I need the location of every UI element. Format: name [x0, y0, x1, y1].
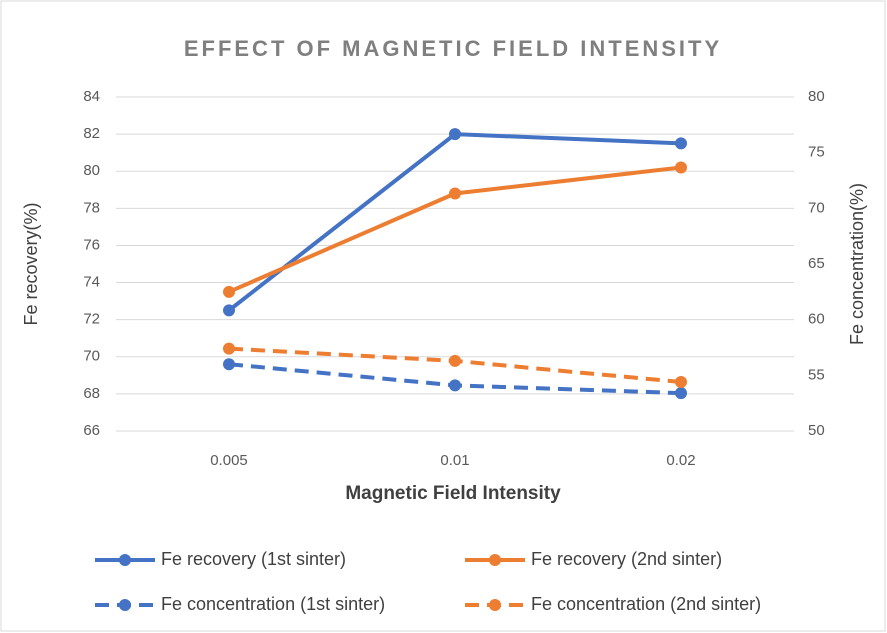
y2-tick-label: 65 — [808, 255, 825, 272]
series-marker — [675, 161, 687, 174]
series-marker — [223, 304, 235, 317]
x-axis-title: Magnetic Field Intensity — [345, 483, 561, 504]
series-marker — [449, 187, 461, 200]
y-tick-label: 82 — [83, 125, 100, 142]
series-marker — [223, 358, 235, 371]
x-tick-label: 0.005 — [210, 452, 248, 469]
y2-tick-label: 55 — [808, 366, 825, 383]
y2-tick-label: 50 — [808, 422, 825, 439]
x-tick-label: 0.02 — [666, 452, 695, 469]
y-axis-title: Fe recovery(%) — [21, 202, 41, 325]
y-tick-label: 80 — [83, 162, 100, 179]
y-tick-label: 70 — [83, 348, 100, 365]
y-tick-label: 78 — [83, 199, 100, 216]
y2-tick-label: 60 — [808, 311, 825, 328]
legend-label: Fe recovery (2nd sinter) — [531, 549, 722, 569]
legend-label: Fe concentration (2nd sinter) — [531, 594, 761, 614]
y-tick-label: 66 — [83, 422, 100, 439]
chart-title: EFFECT OF MAGNETIC FIELD INTENSITY — [184, 36, 722, 61]
series-marker — [223, 285, 235, 298]
y-tick-label: 74 — [83, 274, 100, 291]
y2-tick-label: 70 — [808, 199, 825, 216]
x-tick-label: 0.01 — [440, 452, 469, 469]
legend-label: Fe concentration (1st sinter) — [161, 594, 385, 614]
y-tick-label: 76 — [83, 236, 100, 253]
y2-tick-label: 80 — [808, 88, 825, 105]
legend-marker — [119, 599, 131, 611]
y-tick-label: 68 — [83, 385, 100, 402]
series-marker — [449, 354, 461, 367]
series-marker — [223, 342, 235, 355]
series-marker — [449, 128, 461, 141]
series-marker — [675, 376, 687, 389]
y-tick-label: 72 — [83, 311, 100, 328]
legend-marker — [489, 554, 501, 566]
series-marker — [675, 387, 687, 400]
legend-label: Fe recovery (1st sinter) — [161, 549, 346, 569]
series-marker — [675, 137, 687, 150]
y2-axis-title: Fe concentration(%) — [847, 183, 867, 345]
legend-marker — [119, 554, 131, 566]
y2-tick-label: 75 — [808, 144, 825, 161]
y-tick-label: 84 — [83, 88, 100, 105]
legend-marker — [489, 599, 501, 611]
series-marker — [449, 379, 461, 392]
